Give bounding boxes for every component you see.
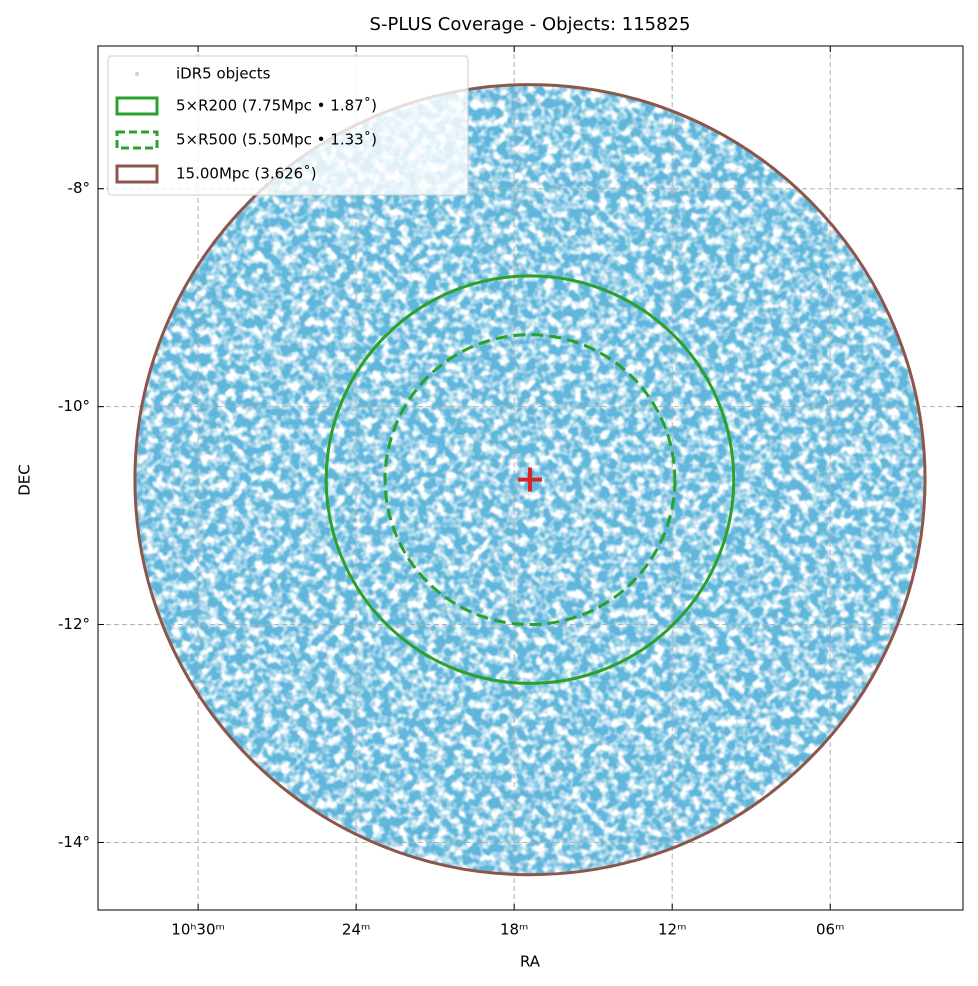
legend-patch — [115, 164, 159, 184]
legend-label: 5×R500 (5.50Mpc • 1.33˚) — [176, 131, 377, 149]
x-tick-label: 18ᵐ — [500, 921, 528, 939]
x-tick-label: 10ʰ30ᵐ — [171, 921, 225, 939]
plot-frame — [97, 45, 964, 911]
footprint-circle — [324, 274, 736, 685]
x-tick-label: 12ᵐ — [658, 921, 686, 939]
legend-patch — [115, 130, 159, 150]
x-axis-label: RA — [520, 953, 541, 971]
y-tick-label: -12° — [58, 615, 90, 633]
legend: iDR5 objects 5×R200 (7.75Mpc • 1.87˚) 5×R5… — [107, 55, 469, 196]
plot-area — [98, 46, 963, 910]
legend-patch — [115, 96, 159, 116]
legend-label: iDR5 objects — [176, 65, 271, 83]
y-axis-label: DEC — [16, 464, 34, 496]
footprint-circle — [133, 83, 927, 877]
center-marker — [517, 467, 542, 492]
y-tick-label: -14° — [58, 833, 90, 851]
legend-label: 5×R200 (7.75Mpc • 1.87˚) — [176, 97, 377, 115]
legend-marker — [135, 72, 139, 76]
legend-label: 15.00Mpc (3.626˚) — [176, 165, 317, 183]
y-tick-label: -10° — [58, 397, 90, 415]
chart-title: S-PLUS Coverage - Objects: 115825 — [370, 14, 691, 35]
x-tick-label: 06ᵐ — [816, 921, 844, 939]
footprint-circle — [383, 333, 677, 627]
x-tick-label: 24ᵐ — [342, 921, 370, 939]
y-tick-label: -8° — [68, 179, 90, 197]
legend-box — [107, 55, 469, 196]
